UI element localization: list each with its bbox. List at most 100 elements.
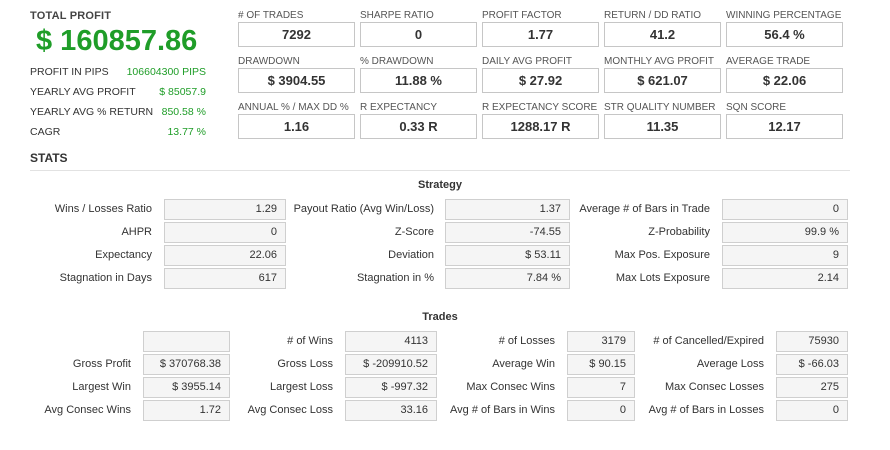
metric-value-trades: 7292 <box>238 22 355 47</box>
total-profit-value: $ 160857.86 <box>36 25 198 57</box>
strategy-label: Z-Probability <box>648 226 710 238</box>
metric-label: # OF TRADES <box>238 10 304 21</box>
summary-value: 106604300 PIPS <box>126 66 206 78</box>
metric-value-annual-maxdd: 1.16 <box>238 114 355 139</box>
trades-label: Gross Loss <box>277 358 333 370</box>
metric-label: SHARPE RATIO <box>360 10 434 21</box>
summary-value: 13.77 % <box>167 126 206 138</box>
trades-label: Avg Consec Wins <box>44 404 131 416</box>
metric-label: R EXPECTANCY <box>360 102 438 113</box>
metric-label: % DRAWDOWN <box>360 56 434 67</box>
metric-value-return-dd: 41.2 <box>604 22 721 47</box>
metric-label: R EXPECTANCY SCORE <box>482 102 598 113</box>
summary-value: 850.58 % <box>161 106 206 118</box>
trades-label: Largest Win <box>72 381 131 393</box>
summary-row-yearly-avg-return: YEARLY AVG % RETURN 850.58 % <box>30 106 206 118</box>
metric-value-r-expectancy-score: 1288.17 R <box>482 114 599 139</box>
strategy-label: AHPR <box>121 226 152 238</box>
strategy-value: 99.9 % <box>722 222 848 243</box>
trades-label: Average Win <box>492 358 555 370</box>
strategy-label: Payout Ratio (Avg Win/Loss) <box>293 203 434 215</box>
strategy-value: 1.29 <box>164 199 286 220</box>
trades-label: Max Consec Losses <box>664 381 764 393</box>
strategy-label: Deviation <box>388 249 434 261</box>
metric-value-r-expectancy: 0.33 R <box>360 114 477 139</box>
trades-value: 7 <box>567 377 635 398</box>
metric-label: DAILY AVG PROFIT <box>482 56 573 67</box>
strategy-value: 617 <box>164 268 286 289</box>
trades-label: Avg # of Bars in Wins <box>450 404 555 416</box>
trades-label: Average Loss <box>696 358 764 370</box>
metric-value-profit-factor: 1.77 <box>482 22 599 47</box>
strategy-value: 7.84 % <box>445 268 570 289</box>
metric-value-monthly-avg: $ 621.07 <box>604 68 721 93</box>
metric-label: AVERAGE TRADE <box>726 56 811 67</box>
metric-value-average-trade: $ 22.06 <box>726 68 843 93</box>
summary-label: YEARLY AVG % RETURN <box>30 106 154 118</box>
trades-value: 0 <box>776 400 848 421</box>
strategy-label: Wins / Losses Ratio <box>54 203 152 215</box>
total-profit-label: TOTAL PROFIT <box>30 10 112 22</box>
strategy-label: Max Lots Exposure <box>615 272 710 284</box>
metric-value-sharpe: 0 <box>360 22 477 47</box>
metric-label: STR QUALITY NUMBER <box>604 102 716 113</box>
strategy-value: 2.14 <box>722 268 848 289</box>
summary-row-cagr: CAGR 13.77 % <box>30 126 206 138</box>
trades-label: Largest Loss <box>270 381 333 393</box>
strategy-value: $ 53.11 <box>445 245 570 266</box>
trades-value: 0 <box>567 400 635 421</box>
trades-label: # of Wins <box>287 335 333 347</box>
trades-label: # of Losses <box>498 335 555 347</box>
trades-label: Gross Profit <box>72 358 131 370</box>
trades-value: 1.72 <box>143 400 230 421</box>
trades-section-title: Trades <box>422 311 458 323</box>
strategy-label: Z-Score <box>394 226 434 238</box>
metric-value-sqn-score: 12.17 <box>726 114 843 139</box>
strategy-section-title: Strategy <box>417 179 463 191</box>
trades-value: 75930 <box>776 331 848 352</box>
trades-label: Avg Consec Loss <box>247 404 333 416</box>
strategy-value: -74.55 <box>445 222 570 243</box>
strategy-value: 22.06 <box>164 245 286 266</box>
metric-label: MONTHLY AVG PROFIT <box>604 56 715 67</box>
summary-label: CAGR <box>30 126 61 138</box>
strategy-value: 9 <box>722 245 848 266</box>
metric-value-winning-pct: 56.4 % <box>726 22 843 47</box>
strategy-label: Average # of Bars in Trade <box>579 203 710 215</box>
strategy-value: 1.37 <box>445 199 570 220</box>
trades-value: $ 370768.38 <box>143 354 230 375</box>
trades-label: Max Consec Wins <box>466 381 555 393</box>
trades-value: $ -209910.52 <box>345 354 437 375</box>
strategy-label: Max Pos. Exposure <box>614 249 710 261</box>
metric-label: PROFIT FACTOR <box>482 10 562 21</box>
trades-value <box>143 331 230 352</box>
metric-label: DRAWDOWN <box>238 56 300 67</box>
trades-value: $ 90.15 <box>567 354 635 375</box>
summary-row-yearly-avg-profit: YEARLY AVG PROFIT $ 85057.9 <box>30 86 206 98</box>
summary-value: $ 85057.9 <box>159 86 206 98</box>
metric-label: SQN SCORE <box>726 102 787 113</box>
trades-value: 3179 <box>567 331 635 352</box>
strategy-value: 0 <box>722 199 848 220</box>
trades-value: 275 <box>776 377 848 398</box>
trades-label: Avg # of Bars in Losses <box>648 404 764 416</box>
summary-label: PROFIT IN PIPS <box>30 66 109 78</box>
metric-label: WINNING PERCENTAGE <box>726 10 842 21</box>
metric-value-str-quality: 11.35 <box>604 114 721 139</box>
metric-value-pct-drawdown: 11.88 % <box>360 68 477 93</box>
strategy-label: Stagnation in % <box>356 272 434 284</box>
trades-value: $ -997.32 <box>345 377 437 398</box>
trades-value: $ 3955.14 <box>143 377 230 398</box>
metric-label: RETURN / DD RATIO <box>604 10 702 21</box>
strategy-label: Stagnation in Days <box>59 272 152 284</box>
metric-value-daily-avg: $ 27.92 <box>482 68 599 93</box>
trades-value: $ -66.03 <box>776 354 848 375</box>
summary-row-profit-pips: PROFIT IN PIPS 106604300 PIPS <box>30 66 206 78</box>
trades-value: 33.16 <box>345 400 437 421</box>
trades-label: # of Cancelled/Expired <box>653 335 764 347</box>
stats-title: STATS <box>30 151 68 165</box>
divider <box>30 170 850 171</box>
summary-label: YEARLY AVG PROFIT <box>30 86 136 98</box>
trades-value: 4113 <box>345 331 437 352</box>
metric-label: ANNUAL % / MAX DD % <box>238 102 349 113</box>
